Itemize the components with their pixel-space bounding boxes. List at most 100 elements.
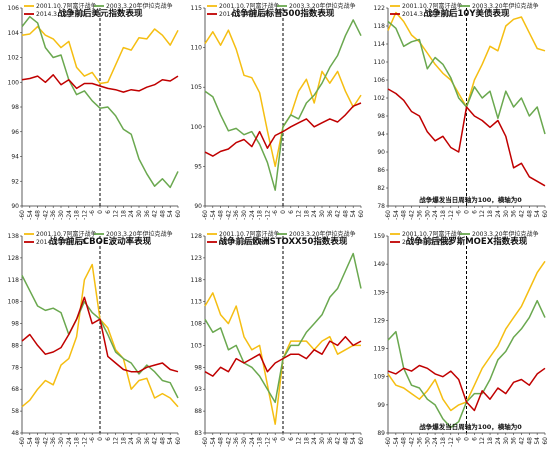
chart-title: 战争前后俄罗斯MOEX指数表现 xyxy=(406,236,528,247)
x-tick-label: 18 xyxy=(303,210,310,218)
x-tick-label: -36 xyxy=(416,437,423,447)
x-tick-label: -48 xyxy=(35,210,42,220)
y-tick-label: 159 xyxy=(374,233,386,240)
x-tick-label: -54 xyxy=(27,437,34,447)
x-tick-label: -36 xyxy=(50,437,57,447)
series-line-crimea xyxy=(21,74,179,93)
y-tick-label: 93 xyxy=(194,386,202,393)
y-tick-label: 105 xyxy=(191,84,203,91)
x-tick-label: -18 xyxy=(74,437,81,447)
x-tick-label: -30 xyxy=(58,210,65,220)
x-tick-label: -54 xyxy=(393,437,400,447)
x-tick-label: 54 xyxy=(167,437,174,445)
x-tick-label: -12 xyxy=(264,437,271,447)
y-tick-label: 94 xyxy=(11,154,19,161)
x-tick-label: -6 xyxy=(89,210,96,216)
x-tick-label: 18 xyxy=(487,210,494,218)
x-tick-label: -12 xyxy=(264,210,271,220)
x-tick-label: 54 xyxy=(534,210,541,218)
x-tick-label: -6 xyxy=(272,437,279,443)
legend-label-crimea: 2014.3.3克里米亚 xyxy=(36,238,87,246)
y-tick-label: 88 xyxy=(194,408,202,415)
y-tick-label: 118 xyxy=(191,277,203,284)
y-tick-label: 123 xyxy=(191,255,203,262)
x-tick-label: -42 xyxy=(225,437,232,447)
x-tick-label: -24 xyxy=(66,437,73,447)
chart-title: 战争前后10Y美债表现 xyxy=(424,8,510,19)
x-tick-label: -18 xyxy=(257,210,264,220)
panel-vix: 48 58 68 78 88 98 108 118 128 138 -60 -54 -48 -42 -36-… xyxy=(0,228,183,455)
legend-label-iraq: 2003.3.20年伊拉克战争 xyxy=(289,230,356,238)
x-tick-label: -30 xyxy=(241,210,248,220)
y-tick-label: 68 xyxy=(11,386,19,393)
legend-label-afghan: 2001.10.7阿富汗战争 xyxy=(402,2,463,10)
x-tick-label: -36 xyxy=(233,437,240,447)
legend-label-crimea: 2014.3.3克里米亚 xyxy=(36,10,87,18)
y-tick-label: 90 xyxy=(194,203,202,210)
y-tick-label: 90 xyxy=(377,149,385,156)
y-tick-label: 128 xyxy=(8,255,20,262)
y-tick-label: 98 xyxy=(194,364,202,371)
x-tick-label: -18 xyxy=(440,437,447,447)
y-tick-label: 139 xyxy=(374,289,386,296)
x-tick-label: 12 xyxy=(296,437,303,445)
x-tick-label: -42 xyxy=(409,437,416,447)
y-tick-label: 149 xyxy=(374,261,386,268)
x-tick-label: -42 xyxy=(409,210,416,220)
x-tick-label: 30 xyxy=(136,437,143,445)
x-tick-label: 60 xyxy=(542,437,549,445)
y-tick-label: 100 xyxy=(8,79,20,86)
y-tick-label: 94 xyxy=(377,131,385,138)
x-tick-label: 54 xyxy=(167,210,174,218)
x-tick-label: -60 xyxy=(385,210,392,220)
y-tick-label: 108 xyxy=(8,299,20,306)
x-tick-label: 42 xyxy=(335,437,342,445)
x-tick-label: -48 xyxy=(401,210,408,220)
y-tick-label: 128 xyxy=(191,233,203,240)
x-tick-label: -60 xyxy=(19,210,26,220)
y-tick-label: 109 xyxy=(374,374,386,381)
chart-note: 战争爆发当日周轴为100，横轴为0 xyxy=(419,422,522,431)
legend-label-crimea: 2014.3.3克里米亚 xyxy=(219,10,270,18)
x-tick-label: -42 xyxy=(225,210,232,220)
x-tick-label: -30 xyxy=(58,437,65,447)
x-tick-label: -36 xyxy=(50,210,57,220)
series-line-crimea xyxy=(387,364,546,412)
x-tick-label: 48 xyxy=(526,210,533,218)
x-tick-label: 30 xyxy=(503,437,510,445)
y-tick-label: 138 xyxy=(8,233,20,240)
y-tick-label: 95 xyxy=(194,163,202,170)
x-tick-label: -42 xyxy=(42,437,49,447)
panel-stoxx50: 83 88 93 98 103 108 113 118 123 128 -60 -54 -48 -42 -3… xyxy=(183,228,366,455)
y-tick-label: 88 xyxy=(11,342,19,349)
x-tick-label: -48 xyxy=(218,210,225,220)
x-tick-label: 6 xyxy=(288,437,295,441)
x-tick-label: 42 xyxy=(335,210,342,218)
x-tick-label: -18 xyxy=(440,210,447,220)
x-tick-label: 24 xyxy=(128,437,135,445)
chart-title: 战争前后CBOE波动率表现 xyxy=(49,236,152,247)
panel-moex: 89 99 109 119 129 139 149 159 -60 -54 -48 -42 -36 -30… xyxy=(366,228,550,455)
y-tick-label: 110 xyxy=(374,59,386,66)
x-tick-label: 48 xyxy=(342,437,349,445)
y-tick-label: 103 xyxy=(191,342,203,349)
x-tick-label: 24 xyxy=(311,437,318,445)
x-tick-label: 6 xyxy=(105,210,112,214)
x-tick-label: 36 xyxy=(327,210,334,218)
x-tick-label: 48 xyxy=(159,437,166,445)
y-tick-label: 102 xyxy=(374,95,386,102)
x-tick-label: 36 xyxy=(511,210,518,218)
x-tick-label: 6 xyxy=(471,210,478,214)
x-tick-label: -36 xyxy=(416,210,423,220)
x-tick-label: 0 xyxy=(97,437,104,441)
y-tick-label: 92 xyxy=(11,178,19,185)
y-tick-label: 114 xyxy=(374,41,386,48)
x-tick-label: 54 xyxy=(350,210,357,218)
x-tick-label: -30 xyxy=(241,437,248,447)
y-tick-label: 89 xyxy=(377,430,385,437)
chart-note: 战争爆发当日周轴为100，横轴为0 xyxy=(419,195,522,204)
x-tick-label: 60 xyxy=(175,437,182,445)
